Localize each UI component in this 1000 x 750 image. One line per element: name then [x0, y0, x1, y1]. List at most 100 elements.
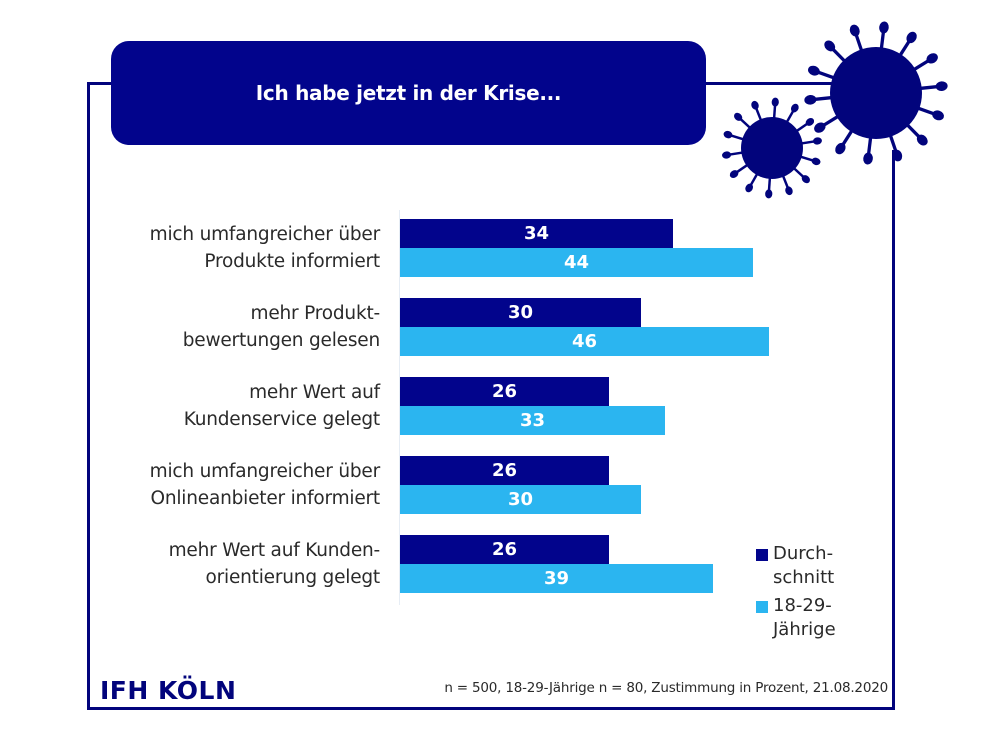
legend-label-18-29: 18-29- Jährige [773, 595, 836, 640]
category-label-line: mich umfangreicher über [149, 461, 381, 482]
bar-value-label: 26 [491, 460, 518, 481]
virus-spike-knob [722, 151, 732, 159]
virus-spike [853, 29, 864, 52]
virus-spike-knob [723, 130, 733, 139]
virus-spike-knob [804, 95, 817, 105]
category-label-line: Produkte informiert [204, 251, 380, 272]
virus-spike-knob [932, 110, 944, 121]
virus-spike-knob [814, 122, 826, 133]
chart-title: Ich habe jetzt in der Krise... [255, 81, 562, 105]
virus-spike [727, 133, 745, 141]
bar-durchschnitt: 26 [400, 535, 609, 564]
category-label: mehr Wert auf Kunden-orientierung gelegt [168, 537, 381, 591]
category-label: mich umfangreicher über Onlineanbieter in… [149, 458, 381, 512]
legend-swatch-18-29 [756, 601, 768, 613]
virus-spike-knob [765, 189, 773, 199]
virus-spike [795, 120, 811, 133]
virus-spike-knob [785, 186, 793, 196]
virus-spike [772, 102, 777, 120]
virus-spike [879, 27, 886, 50]
legend: Durch- schnitt 18-29- Jährige [756, 542, 836, 646]
bar-18-29: 39 [400, 564, 713, 593]
virus-spike [792, 166, 807, 181]
legend-item-18-29: 18-29- Jährige [756, 594, 836, 642]
virus-spike-knob [808, 65, 820, 76]
virus-spike-knob [849, 24, 860, 37]
virus-spike-knob [926, 53, 938, 64]
virus-spike [781, 174, 791, 192]
bar-durchschnitt: 34 [400, 219, 673, 248]
bar-durchschnitt: 30 [400, 298, 641, 327]
bar-18-29: 30 [400, 485, 641, 514]
source-footnote: n = 500, 18-29-Jährige n = 80, Zustimmun… [444, 680, 888, 696]
virus-spike [818, 114, 840, 130]
title-banner: Ich habe jetzt in der Krise... [111, 41, 706, 145]
category-label: mehr Produkt-bewertungen gelesen [183, 300, 380, 354]
virus-spike-knob [790, 103, 799, 113]
virus-spike [748, 172, 759, 189]
virus-spike-knob [745, 183, 754, 193]
category-label: mich umfangreicher über Produkte informie… [149, 221, 381, 275]
ifh-koeln-logo: IFH KÖLN [100, 676, 237, 705]
virus-spike [733, 163, 749, 176]
virus-spike-knob [824, 40, 836, 52]
virus-spike [800, 139, 818, 145]
category-label-line: Onlineanbieter informiert [150, 488, 380, 509]
virus-spike-knob [805, 118, 815, 126]
virus-icon-small [722, 97, 822, 199]
virus-spike-knob [771, 97, 779, 107]
bar-value-label: 39 [543, 568, 570, 589]
legend-label-durchschnitt: Durch- schnitt [773, 543, 835, 588]
category-label-line: bewertungen gelesen [182, 330, 380, 351]
virus-spike [813, 69, 836, 80]
virus-spike-knob [916, 134, 928, 146]
virus-spike-knob [734, 112, 743, 121]
virus-spike [916, 106, 939, 117]
virus-spike [810, 95, 833, 102]
virus-body [830, 47, 922, 139]
virus-spike [866, 136, 873, 159]
virus-spike-knob [906, 31, 917, 44]
frame-bottom-border [87, 707, 895, 710]
bar-18-29: 46 [400, 327, 769, 356]
category-label: mehr Wert auf Kundenservice gelegt [183, 379, 381, 433]
bar-durchschnitt: 26 [400, 377, 609, 406]
virus-spike [726, 151, 744, 157]
virus-spike-knob [879, 21, 889, 34]
bar-value-label: 33 [519, 410, 546, 431]
virus-spike [828, 44, 847, 63]
category-label-line: mich umfangreicher über [149, 224, 381, 245]
virus-spike-knob [729, 170, 739, 178]
virus-spike-knob [811, 157, 821, 166]
virus-spike [919, 84, 942, 91]
virus-spike [912, 56, 934, 72]
bar-durchschnitt: 26 [400, 456, 609, 485]
category-label-line: Kundenservice gelegt [183, 409, 381, 430]
virus-spike [905, 123, 924, 142]
category-label-line: orientierung gelegt [205, 567, 381, 588]
virus-body [741, 117, 803, 179]
bar-value-label: 30 [507, 302, 534, 323]
bar-18-29: 44 [400, 248, 753, 277]
virus-spike-knob [801, 175, 810, 184]
category-label-line: mehr Wert auf [249, 382, 380, 403]
category-label-line: mehr Produkt- [250, 303, 381, 324]
virus-spike [737, 115, 752, 130]
bar-value-label: 26 [491, 539, 518, 560]
legend-item-durchschnitt: Durch- schnitt [756, 542, 836, 590]
bar-value-label: 46 [571, 331, 598, 352]
bar-18-29: 33 [400, 406, 665, 435]
bar-value-label: 34 [523, 223, 550, 244]
virus-icon-large [804, 21, 948, 165]
virus-spike [898, 36, 913, 57]
virus-spike [799, 155, 817, 163]
virus-spike-knob [812, 137, 822, 145]
virus-spike [753, 104, 763, 122]
bar-value-label: 26 [491, 381, 518, 402]
frame-left-border [87, 82, 90, 710]
legend-swatch-durchschnitt [756, 549, 768, 561]
category-label-line: mehr Wert auf Kunden- [168, 540, 381, 561]
y-axis-line [399, 210, 400, 605]
virus-spike-knob [835, 142, 846, 155]
virus-spike-knob [935, 81, 948, 91]
